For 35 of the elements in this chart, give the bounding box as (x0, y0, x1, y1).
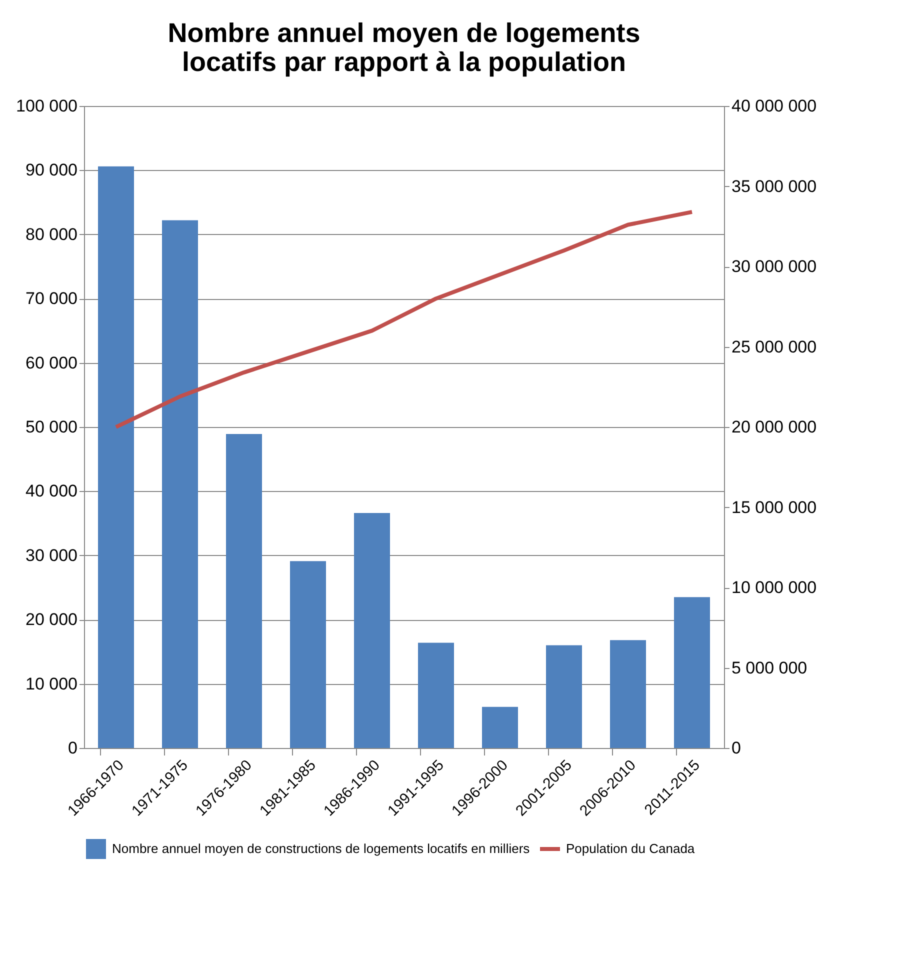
y2-tick-label: 30 000 000 (732, 257, 817, 276)
legend-label: Population du Canada (566, 841, 696, 856)
y2-tick-label: 0 (732, 738, 741, 758)
y2-tick-label: 20 000 000 (732, 418, 817, 436)
line-series (114, 210, 694, 429)
bar (162, 220, 198, 748)
bar (610, 640, 646, 748)
y-tick-label: 100 000 (16, 96, 78, 116)
y-tick-label: 40 000 (26, 482, 78, 501)
bar (226, 434, 262, 748)
bar (98, 166, 134, 748)
y-tick-label: 70 000 (26, 289, 78, 308)
y2-tick-label: 5 000 000 (732, 658, 808, 678)
y-tick-label: 10 000 (26, 674, 78, 694)
bar (418, 642, 454, 748)
bar (290, 561, 326, 748)
y2-tick-label: 15 000 000 (732, 498, 817, 517)
y-tick-label: 30 000 (26, 546, 78, 565)
bar (482, 706, 518, 748)
y-tick-label: 0 (68, 738, 78, 758)
y-tick-label: 20 000 (26, 610, 78, 630)
y2-tick-label: 35 000 000 (732, 176, 817, 196)
y-tick-label: 80 000 (26, 224, 78, 244)
bar (674, 597, 710, 748)
y-tick-label: 50 000 (26, 418, 78, 436)
y-tick-label: 60 000 (26, 353, 78, 372)
text: locatifs par rapport à la population (182, 47, 626, 77)
bar (354, 513, 390, 748)
y2-tick-label: 40 000 000 (732, 96, 817, 116)
y2-tick-label: 10 000 000 (732, 578, 817, 597)
y2-tick-label: 25 000 000 (732, 337, 817, 356)
text: Nombre annuel moyen de logements (168, 18, 640, 48)
legend-label: Nombre annuel moyen de constructions de logements locatifs en milliers (112, 841, 530, 856)
bar (546, 645, 582, 748)
y-tick-label: 90 000 (26, 160, 78, 180)
